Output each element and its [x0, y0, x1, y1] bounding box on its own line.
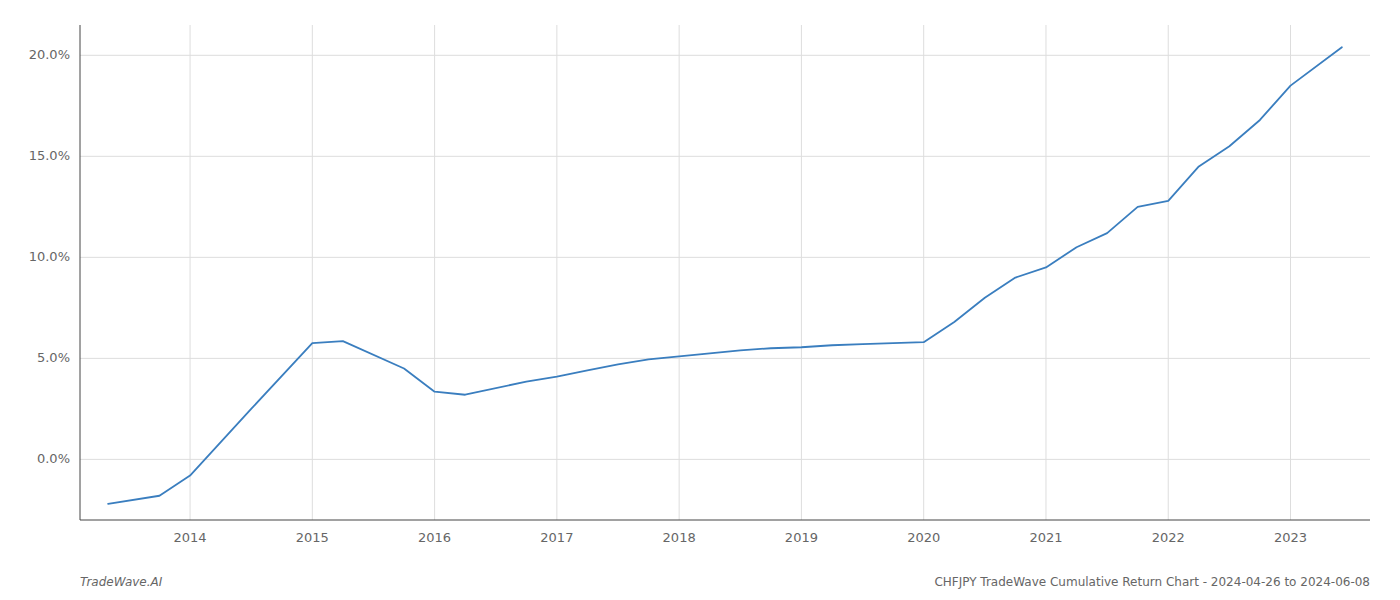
x-tick-label: 2022: [1152, 530, 1185, 545]
grid: [80, 25, 1370, 520]
x-grid-line: [1045, 25, 1046, 520]
footer-right: CHFJPY TradeWave Cumulative Return Chart…: [934, 575, 1370, 589]
chart-container: 0.0% 5.0% 10.0% 15.0% 20.0% 2014 2015 2016 2017 2…: [0, 0, 1400, 600]
x-grid-line: [312, 25, 313, 520]
y-grid-line: [80, 459, 1370, 460]
axes: 0.0% 5.0% 10.0% 15.0% 20.0% 2014 2015 2016 2017 2…: [29, 25, 1370, 545]
y-grid-line: [80, 55, 1370, 56]
x-tick-label: 2017: [540, 530, 573, 545]
y-tick-label: 5.0%: [37, 350, 70, 365]
x-grid-line: [1168, 25, 1169, 520]
x-tick-label: 2014: [174, 530, 207, 545]
x-tick-label: 2020: [907, 530, 940, 545]
x-tick-label: 2015: [296, 530, 329, 545]
y-tick-label: 0.0%: [37, 451, 70, 466]
y-axis-line: [80, 25, 81, 520]
x-grid-line: [434, 25, 435, 520]
y-tick-label: 15.0%: [29, 148, 70, 163]
x-grid-line: [556, 25, 557, 520]
x-tick-label: 2018: [663, 530, 696, 545]
x-tick-label: 2021: [1029, 530, 1062, 545]
y-grid-line: [80, 156, 1370, 157]
data-line: [108, 47, 1342, 504]
footer-left: TradeWave.AI: [80, 575, 163, 589]
x-grid-line: [923, 25, 924, 520]
x-tick-label: 2016: [418, 530, 451, 545]
x-grid-line: [190, 25, 191, 520]
y-grid-line: [80, 358, 1370, 359]
y-tick-label: 20.0%: [29, 47, 70, 62]
x-grid-line: [679, 25, 680, 520]
x-grid-line: [801, 25, 802, 520]
x-tick-label: 2019: [785, 530, 818, 545]
x-axis-line: [80, 520, 1370, 521]
plot-area: [108, 47, 1342, 504]
x-tick-label: 2023: [1274, 530, 1307, 545]
x-grid-line: [1290, 25, 1291, 520]
y-grid-line: [80, 257, 1370, 258]
y-tick-label: 10.0%: [29, 249, 70, 264]
chart-svg: 0.0% 5.0% 10.0% 15.0% 20.0% 2014 2015 2016 2017 2…: [0, 0, 1400, 600]
